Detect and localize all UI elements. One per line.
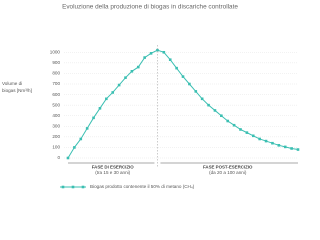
y-tick-label: 100 bbox=[52, 145, 60, 150]
data-point bbox=[124, 76, 127, 79]
data-point bbox=[105, 97, 108, 101]
data-point bbox=[226, 119, 230, 123]
chart-title: Evoluzione della produzione di biogas in… bbox=[62, 4, 238, 11]
y-axis-label: Volume di bbox=[2, 81, 22, 86]
data-point bbox=[220, 114, 223, 118]
data-point bbox=[251, 134, 255, 138]
y-tick-label: 900 bbox=[52, 60, 60, 65]
data-point bbox=[194, 90, 198, 93]
data-point bbox=[73, 146, 76, 149]
data-point bbox=[283, 145, 287, 149]
data-point bbox=[143, 56, 146, 59]
data-point bbox=[156, 48, 159, 52]
legend-marker bbox=[71, 185, 75, 189]
data-point bbox=[175, 66, 178, 70]
legend-marker bbox=[81, 185, 85, 189]
data-point bbox=[277, 144, 281, 147]
data-point bbox=[92, 116, 95, 120]
y-axis-label: biogas [Nm³/h] bbox=[2, 88, 32, 93]
data-point bbox=[290, 147, 293, 150]
y-tick-label: 0 bbox=[57, 155, 60, 160]
data-point bbox=[245, 131, 249, 134]
data-point bbox=[168, 58, 172, 61]
data-point bbox=[162, 50, 166, 54]
y-tick-label: 300 bbox=[52, 124, 60, 129]
data-point bbox=[296, 148, 300, 151]
data-point bbox=[79, 137, 83, 141]
data-point bbox=[200, 97, 204, 101]
annotation: FASE POST-ESERCIZIO bbox=[203, 165, 253, 170]
annotation: (tra 15 e 30 anni) bbox=[95, 170, 130, 175]
data-point bbox=[239, 128, 242, 131]
data-point bbox=[136, 65, 140, 69]
y-tick-label: 600 bbox=[52, 92, 60, 97]
data-point bbox=[207, 103, 210, 107]
chart: Evoluzione della produzione di biogas in… bbox=[2, 4, 300, 189]
y-tick-label: 200 bbox=[52, 134, 60, 139]
data-point bbox=[130, 70, 134, 73]
y-tick-label: 1000 bbox=[50, 50, 61, 55]
data-point bbox=[232, 123, 236, 127]
data-point bbox=[264, 139, 268, 143]
data-point bbox=[117, 83, 121, 87]
annotation: FASE DI ESERCIZIO bbox=[92, 165, 135, 170]
data-point bbox=[98, 107, 102, 110]
legend-label: Biogas prodotto contenente il 50% di met… bbox=[90, 184, 195, 189]
data-point bbox=[85, 127, 89, 130]
data-point bbox=[181, 75, 185, 78]
legend-marker bbox=[61, 185, 65, 189]
y-tick-label: 800 bbox=[52, 71, 60, 76]
annotation: (da 20 a 100 anni) bbox=[209, 170, 247, 175]
y-tick-label: 400 bbox=[52, 113, 60, 118]
data-point bbox=[188, 82, 191, 86]
data-point bbox=[213, 109, 217, 112]
data-point bbox=[111, 91, 115, 94]
y-tick-label: 700 bbox=[52, 81, 60, 86]
data-point bbox=[258, 137, 261, 141]
y-tick-label: 500 bbox=[52, 102, 60, 107]
data-point bbox=[66, 156, 70, 160]
series-line bbox=[67, 49, 299, 159]
data-point bbox=[149, 52, 153, 55]
data-point bbox=[271, 141, 274, 145]
